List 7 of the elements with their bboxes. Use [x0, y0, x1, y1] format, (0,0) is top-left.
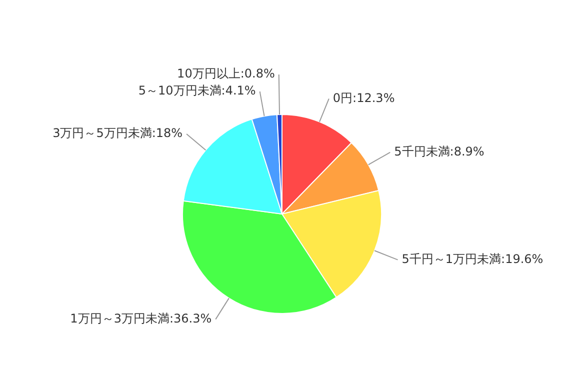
slice-label: 1万円～3万円未満:36.3% — [70, 311, 212, 326]
slice-label: 0円:12.3% — [332, 90, 395, 105]
slice-label: 5千円未満:8.9% — [394, 144, 484, 158]
slice-label: 5千円～1万円未満:19.6% — [402, 252, 544, 266]
slice-label: 10万円以上:0.8% — [177, 66, 275, 81]
slice-label: 5～10万円未満:4.1% — [138, 84, 256, 98]
slice-label: 3万円～5万円未満:18% — [52, 126, 183, 140]
